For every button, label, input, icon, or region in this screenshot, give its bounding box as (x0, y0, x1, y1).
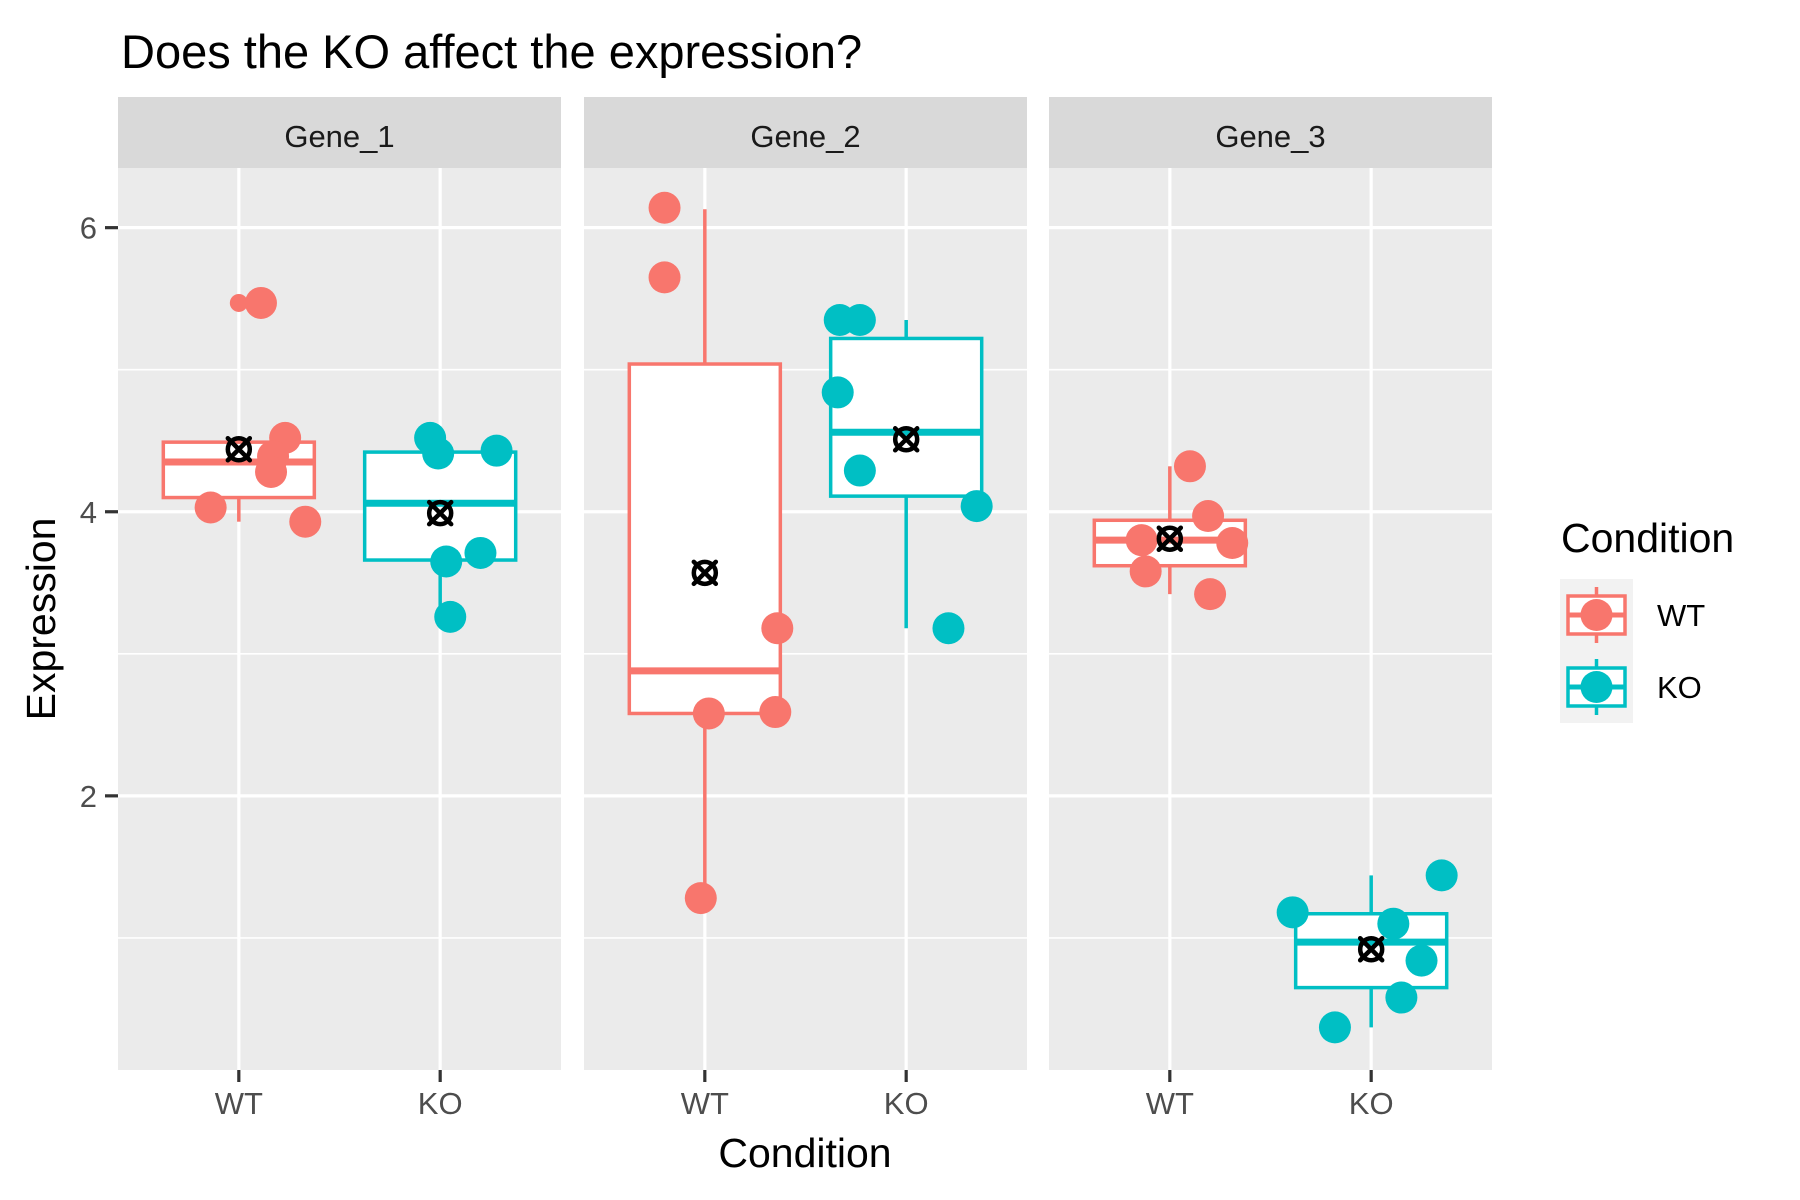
mean-marker (892, 426, 920, 453)
boxplot-wt (161, 286, 322, 538)
mean-marker-cross (426, 499, 454, 527)
data-point (255, 455, 288, 488)
y-tick-label: 2 (80, 779, 97, 814)
facet-strip-label: Gene_2 (750, 119, 860, 154)
data-point (692, 697, 725, 730)
mean-marker-cross (1156, 525, 1184, 552)
mean-marker-ring (225, 436, 253, 463)
mean-marker-cross (892, 426, 920, 453)
mean-marker-ring (1357, 936, 1385, 963)
data-point (1276, 896, 1309, 929)
mean-marker-ring (426, 499, 454, 527)
mean-marker (426, 499, 454, 527)
data-point (434, 600, 467, 633)
mean-marker-cross (1357, 936, 1385, 963)
mean-marker-ring (691, 559, 719, 587)
facet-strip (584, 97, 1027, 168)
legend-key-ko: KO (1560, 651, 1702, 723)
legend-key-wt: WT (1560, 579, 1705, 651)
data-point (289, 505, 322, 538)
data-point (480, 434, 513, 467)
x-tick-label: WT (1146, 1086, 1194, 1121)
x-tick-label: KO (884, 1086, 929, 1121)
data-point (1385, 981, 1418, 1014)
data-point (1377, 907, 1410, 940)
data-point (1125, 524, 1158, 557)
outlier-point (229, 293, 248, 312)
boxplot-ko (1276, 859, 1458, 1044)
data-point (1405, 944, 1438, 977)
facet-strip-label: Gene_3 (1215, 119, 1325, 154)
x-tick-label: KO (1349, 1086, 1394, 1121)
data-point (843, 303, 876, 336)
y-tick-label: 6 (80, 211, 97, 246)
facet-panel-gene-1: Gene_1 WT KO (118, 97, 561, 1121)
chart-title: Does the KO affect the expression? (121, 25, 862, 78)
data-point (960, 490, 993, 523)
data-point (194, 491, 227, 524)
mean-marker-cross (691, 559, 719, 587)
data-point (244, 286, 277, 319)
data-point (932, 612, 965, 645)
data-point (1425, 859, 1458, 892)
data-point (759, 696, 792, 729)
mean-marker-ring (892, 426, 920, 453)
data-point (761, 612, 794, 645)
data-point (1129, 555, 1162, 588)
legend-label: WT (1657, 598, 1705, 633)
data-point (821, 376, 854, 409)
data-point (1173, 450, 1206, 483)
legend-key-point (1580, 599, 1613, 631)
facet-panel-gene-3: Gene_3 WT KO (1049, 97, 1492, 1121)
y-axis-title: Expression (18, 518, 64, 721)
x-tick-label: WT (215, 1086, 263, 1121)
data-point (648, 191, 681, 224)
data-point (1192, 500, 1225, 533)
x-axis-title: Condition (718, 1130, 891, 1176)
mean-marker-cross (225, 436, 253, 463)
data-point (464, 536, 497, 569)
x-tick-label: KO (418, 1086, 463, 1121)
boxplot-wt (1092, 450, 1249, 611)
legend: Condition WT KO (1560, 515, 1734, 723)
boxplot-ko (821, 303, 993, 645)
legend-label: KO (1657, 670, 1702, 705)
legend-key-point (1580, 671, 1613, 703)
mean-marker (1357, 936, 1385, 963)
data-point (684, 882, 717, 915)
data-point (422, 437, 455, 470)
box-iqr (627, 362, 783, 716)
data-point (648, 261, 681, 294)
facet-panel-gene-2: Gene_2 WT KO (584, 97, 1027, 1121)
facet-strip (1049, 97, 1492, 168)
facet-strip-label: Gene_1 (284, 119, 394, 154)
mean-marker-ring (1156, 525, 1184, 552)
y-tick-label: 4 (80, 495, 97, 530)
facet-panels: Gene_1 WT KO Gene_2 WT KO Gene_3 WT KO (118, 97, 1492, 1121)
legend-title: Condition (1561, 515, 1734, 561)
data-point (1318, 1011, 1351, 1044)
panel-background (118, 168, 561, 1070)
mean-marker (1156, 525, 1184, 552)
legend-keys: WT KO (1560, 579, 1705, 723)
facet-strip (118, 97, 561, 168)
boxplot-wt (627, 191, 794, 915)
boxplot-ko (362, 421, 518, 633)
data-point (430, 545, 463, 578)
mean-marker (691, 559, 719, 587)
data-point (1216, 527, 1249, 560)
y-axis: 2 4 6 (80, 211, 118, 814)
x-tick-label: WT (681, 1086, 729, 1121)
data-point (843, 454, 876, 487)
data-point (1194, 578, 1227, 611)
mean-marker (225, 436, 253, 463)
